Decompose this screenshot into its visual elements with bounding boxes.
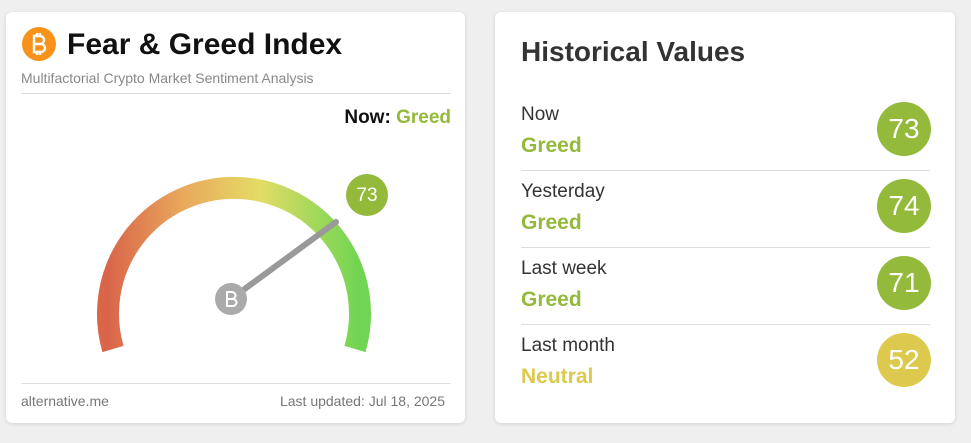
row-label: Last week bbox=[521, 258, 607, 279]
gauge-card: Fear & Greed Index Multifactorial Crypto… bbox=[6, 12, 465, 423]
row-status: Greed bbox=[521, 288, 582, 311]
updated: Last updated: Jul 18, 2025 bbox=[279, 393, 445, 409]
gauge: 73 bbox=[97, 174, 388, 353]
gauge-arc bbox=[97, 176, 371, 353]
divider bbox=[21, 93, 451, 94]
value-bubble bbox=[346, 174, 388, 216]
row-label: Yesterday bbox=[521, 181, 605, 202]
row-divider bbox=[521, 324, 930, 325]
value-text: 73 bbox=[356, 185, 377, 206]
bitcoin-icon bbox=[22, 27, 56, 61]
history-card: Historical Values Now Greed 73 Yesterday Gre… bbox=[495, 12, 955, 423]
row-label: Last month bbox=[521, 335, 615, 356]
now-label: Now: bbox=[344, 107, 391, 128]
divider bbox=[21, 383, 451, 384]
row-status: Greed bbox=[521, 134, 582, 157]
row-value: 71 bbox=[877, 256, 931, 310]
row-divider bbox=[521, 247, 930, 248]
title: Fear & Greed Index bbox=[67, 28, 343, 61]
source: alternative.me bbox=[21, 393, 109, 409]
subtitle: Multifactorial Crypto Market Sentiment A… bbox=[21, 70, 314, 86]
now-line: Now: Greed bbox=[344, 107, 451, 129]
now-status: Greed bbox=[396, 107, 451, 128]
history-title: Historical Values bbox=[521, 36, 746, 67]
row-divider bbox=[521, 170, 930, 171]
needle bbox=[228, 219, 339, 302]
row-status: Greed bbox=[521, 211, 582, 234]
hub-icon bbox=[226, 291, 238, 307]
row-label: Now bbox=[521, 104, 560, 125]
row-value: 52 bbox=[877, 333, 931, 387]
row-status: Neutral bbox=[521, 365, 594, 388]
row-value: 73 bbox=[877, 102, 931, 156]
row-value: 74 bbox=[877, 179, 931, 233]
